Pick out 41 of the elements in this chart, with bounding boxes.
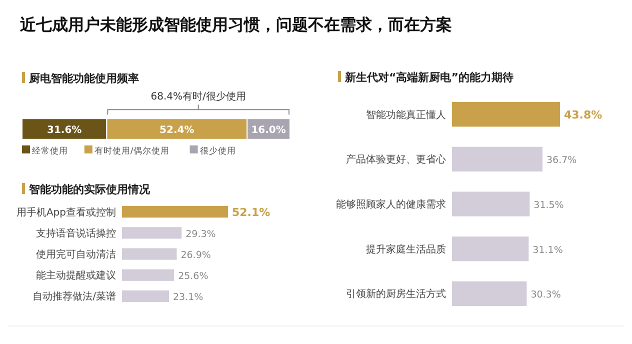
- y-tick-label: 提升家庭生活品质: [366, 243, 446, 256]
- y-tick-label: 自动推荐做法/菜谱: [32, 290, 116, 303]
- data-label: 31.1%: [532, 244, 563, 256]
- data-label: 43.8%: [564, 108, 602, 122]
- data-label: 52.1%: [232, 206, 270, 219]
- y-tick-label: 能主动提醒或建议: [36, 270, 116, 282]
- bar: [452, 236, 529, 262]
- text: 68.4%有时/很少使用: [150, 90, 246, 103]
- bar: [452, 281, 527, 306]
- bar: [452, 192, 530, 216]
- chart-title: 近七成用户未能形成智能使用习惯，问题不在需求，而在方案: [19, 15, 452, 34]
- bar: [122, 227, 182, 239]
- series-label: 有时使用/偶尔使用: [94, 145, 170, 156]
- chart-subtitle: 厨电智能功能使用频率: [28, 72, 139, 85]
- data-label: 25.6%: [178, 271, 208, 282]
- data-label: 52.4%: [160, 125, 194, 136]
- data-label: 30.3%: [530, 290, 561, 301]
- data-label: 16.0%: [251, 125, 286, 136]
- data-label: 31.5%: [534, 200, 564, 211]
- data-label: 31.6%: [46, 125, 82, 136]
- y-tick-label: 智能功能真正懂人: [366, 108, 446, 121]
- data-label: 36.7%: [546, 155, 577, 166]
- bar: [122, 206, 228, 218]
- bar: [452, 146, 542, 172]
- data-label: 29.3%: [186, 228, 216, 240]
- y-tick-label: 用手机App查看或控制: [16, 206, 116, 218]
- legend-label: 很少使用: [200, 145, 236, 156]
- y-tick-label: 产品体验更好、更省心: [346, 154, 446, 166]
- chart-title: 新生代对“高端新厨电”的能力期待: [344, 71, 514, 84]
- bar: [452, 102, 560, 127]
- legend-label: 经常使用: [32, 145, 68, 156]
- y-tick-label: 支持语音说话操控: [36, 227, 116, 240]
- data-label: 26.9%: [180, 250, 211, 261]
- y-tick-label: 能够照顾家人的健康需求: [336, 198, 446, 210]
- bar: [122, 290, 169, 302]
- y-tick-label: 引领新的厨房生活方式: [346, 288, 446, 300]
- bar: [122, 269, 174, 281]
- chart-title: 智能功能的实际使用情况: [28, 183, 151, 196]
- bar: [122, 248, 177, 260]
- y-tick-label: 使用完可自动清洁: [36, 248, 116, 260]
- data-label: 23.1%: [173, 292, 204, 304]
